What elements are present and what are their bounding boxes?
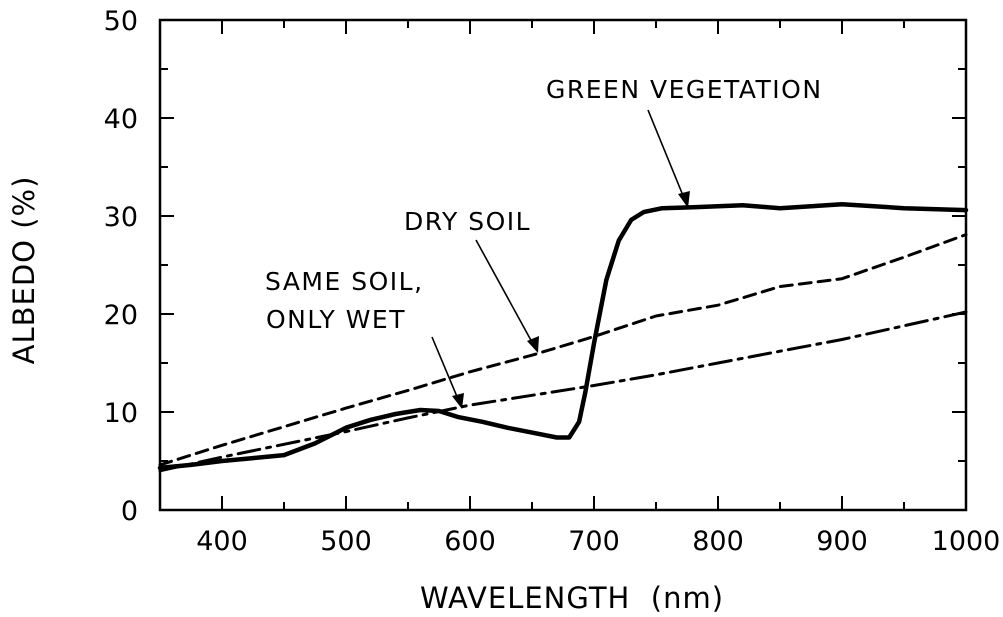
x-axis-title: WAVELENGTH (nm): [420, 581, 724, 615]
x-tick-label: 800: [692, 526, 744, 557]
y-tick-label: 0: [121, 496, 138, 527]
arrow-wet-soil: [431, 336, 459, 400]
annotation-wet-soil-line1: SAME SOIL,: [265, 267, 424, 296]
arrow-green-vegetation: [647, 109, 685, 199]
arrowhead-wet-soil: [452, 393, 464, 409]
x-tick-label: 700: [568, 526, 620, 557]
series-layer: [157, 201, 969, 473]
x-tick-label: 500: [320, 526, 372, 557]
annotation-dry-soil: DRY SOIL: [404, 207, 531, 236]
y-tick-label: 20: [104, 300, 138, 331]
x-tick-label: 600: [444, 526, 496, 557]
arrowhead-dry-soil: [527, 336, 539, 353]
axis-ticks: 400 500 600 700 800 900 1000 0 10 20 30 40 50: [104, 6, 1001, 557]
x-tick-label: 1000: [932, 526, 1001, 557]
arrowhead-green-vegetation: [678, 191, 690, 208]
annotation-green-vegetation: GREEN VEGETATION: [546, 75, 823, 104]
series-dry-soil: [158, 233, 968, 467]
plot-frame: [158, 18, 968, 512]
y-tick-label: 40: [104, 104, 138, 135]
y-tick-label: 50: [104, 6, 138, 37]
series-same-soil-only-wet: [158, 310, 968, 473]
y-tick-label: 10: [104, 398, 138, 429]
x-tick-label: 900: [816, 526, 868, 557]
arrow-dry-soil: [475, 239, 534, 345]
y-axis-title: ALBEDO (%): [7, 176, 41, 365]
series-green-vegetation: [157, 201, 969, 471]
annotation-wet-soil-line2: ONLY WET: [266, 305, 406, 334]
y-tick-label: 30: [104, 202, 138, 233]
x-tick-label: 400: [196, 526, 248, 557]
